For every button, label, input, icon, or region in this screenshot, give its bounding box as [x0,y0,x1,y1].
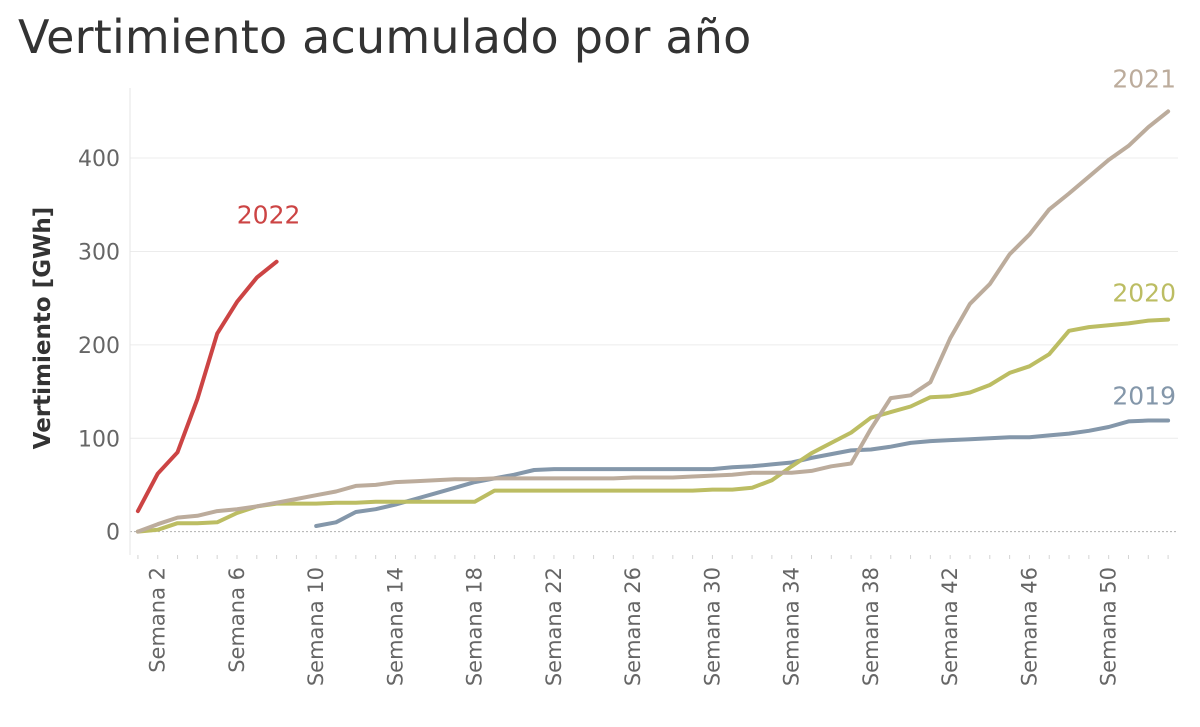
series-label-2019: 2019 [1112,382,1176,411]
series-line-2019 [314,418,1171,528]
x-tick-label: Semana 38 [859,567,883,686]
x-tick-label: Semana 50 [1097,567,1121,686]
series-label-2020: 2020 [1112,279,1176,308]
x-tick-label: Semana 46 [1017,567,1041,686]
y-tick-label: 0 [106,521,120,546]
x-tick-label: Semana 34 [780,567,804,686]
x-tick-label: Semana 30 [700,567,724,686]
x-tick-label: Semana 6 [225,567,249,673]
y-tick-label: 400 [78,147,120,172]
x-tick-label: Semana 42 [938,567,962,686]
series-lines [135,109,1171,534]
x-tick-label: Semana 18 [463,567,487,686]
series-label-2021: 2021 [1112,64,1176,93]
chart-title: Vertimiento acumulado por año [18,10,752,64]
y-tick-label: 100 [78,427,120,452]
y-axis-title: Vertimiento [GWh] [30,207,56,450]
series-line-2021 [135,109,1171,534]
x-tick-label: Semana 26 [621,567,645,686]
x-tick-label: Semana 2 [146,567,170,673]
series-line-2020 [135,317,1171,534]
gridlines [129,88,1178,559]
x-axis-ticks: Semana 2 Semana 6 Semana 10 Semana 14 Semana… [146,567,1121,686]
y-tick-label: 200 [78,334,120,359]
series-line-2022 [135,259,279,514]
x-tick-label: Semana 14 [383,567,407,686]
x-tick-label: Semana 10 [304,567,328,686]
x-tick-label: Semana 22 [542,567,566,686]
series-label-2022: 2022 [237,201,301,230]
y-axis-ticks: 0 100 200 300 400 [78,147,120,546]
y-tick-label: 300 [78,240,120,265]
series-labels: 2019 2020 2021 2022 [237,64,1176,410]
